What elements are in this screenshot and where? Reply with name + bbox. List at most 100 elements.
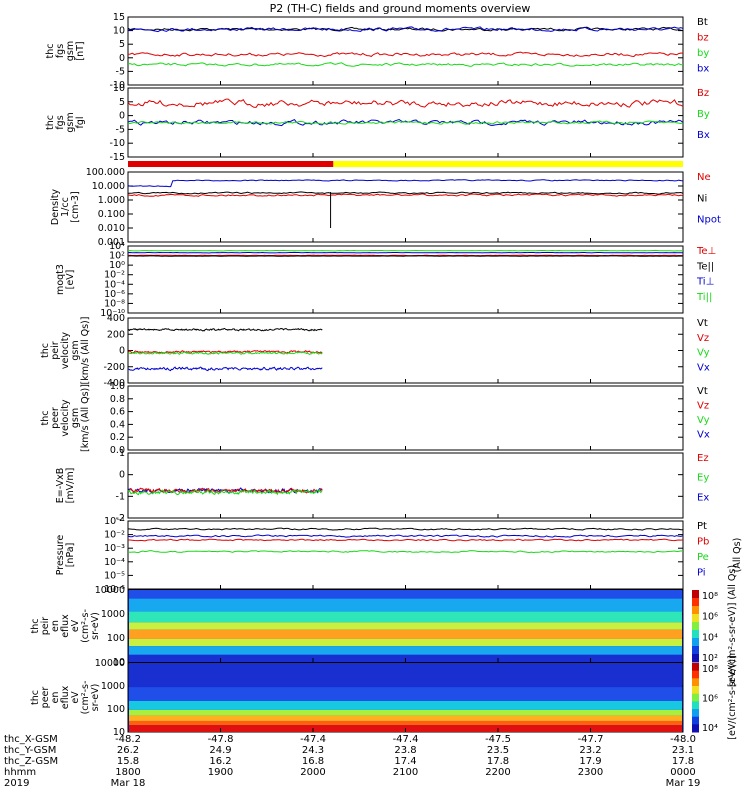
panel-note: (All Qs) [732,538,743,573]
ylabel-line: [nPa] [65,543,76,568]
colorbar: 10⁸ 10⁶ 10⁴ 10² [eV/(cm²-s-sr-eV)] (All Qs) [692,565,738,687]
colorbar-tick: 10² [702,653,718,664]
legend-Bz: Bz [697,88,709,99]
ylabel-line: fgl [75,116,86,128]
xaxis-value: -48.0 [670,734,696,745]
ytick-label: 10 [113,727,125,738]
ylabel-line: E=-VxB [55,468,66,503]
ytick-label: 10⁻² [104,270,125,281]
ylabel-line: gsm [70,340,81,360]
ytick-label: 10⁻⁶ [104,289,125,300]
series-line-Ey [127,489,323,496]
xaxis-value: 23.5 [487,745,509,756]
xaxis-row-label: hhmm [4,767,36,778]
legend-Vz: Vz [697,401,709,412]
ylabel-line: peer [40,687,51,709]
ylabel-line: [mV/m] [65,468,76,504]
spectrogram-band [129,700,682,710]
ylabel-line: en [50,620,61,632]
ytick-label: -2 [116,513,125,524]
xaxis-row-label: thc_X-GSM [4,734,58,745]
colorbar-cell [692,654,699,663]
ytick-label: 1.000 [98,195,125,206]
ytick-label: 10000 [95,585,125,596]
ytick-label: -10 [109,138,125,149]
ylabel-line: (cm²-s- [80,609,91,643]
ylabel-line: velocity [60,399,71,437]
ylabel-line: thc [30,619,41,634]
xaxis-value: 17.8 [487,756,509,767]
ytick-label: 10⁻⁵ [104,570,125,581]
ytick-label: -200 [103,362,125,373]
legend-Vt: Vt [697,386,708,397]
ylabel-line: thc [45,44,56,59]
ylabel-line: thc [40,411,51,426]
series-line-Pt [127,527,683,531]
spectrogram-band [129,598,682,612]
xaxis-value: 17.8 [672,756,694,767]
legend-Bt: Bt [697,17,708,28]
spectrogram-band [129,611,682,623]
ytick-label: 10² [109,251,125,262]
ytick-label: 0 [119,111,125,122]
ytick-label: 1000 [101,681,125,692]
ytick-label: 100.000 [86,167,125,178]
xaxis-value: -47.7 [578,734,604,745]
ytick-label: 0 [119,346,125,357]
panel-frame [127,171,684,243]
colorbar-cell [692,693,699,702]
series-line-Te⊥ [127,254,683,257]
colorbar-cell [692,716,699,725]
panel-7: 1 0 -1 -2 E=-VxB [mV/m] Ez Ey Ex [55,448,709,524]
series-line-Vx [127,366,323,372]
xaxis-value: Mar 18 [111,778,146,789]
ylabel-line: fgs [55,44,66,58]
colorbar-cell [692,686,699,695]
ylabel-line: eflux [60,614,71,638]
spectrogram-band [129,715,682,721]
series-line-Vt [127,327,323,332]
colorbar-label: [eV/(cm²-s-sr-eV)] (All Qs) [727,565,738,687]
ytick-label: 10000 [95,658,125,669]
ylabel-line: 1/cc [60,197,71,217]
ytick-label: -5 [116,66,125,77]
panel-frame [127,317,684,384]
xaxis-value: 23.1 [672,745,694,756]
legend-Vx: Vx [697,430,710,441]
ylabel-line: [cm-3] [70,191,81,222]
legend-Ti⊥: Ti⊥ [696,277,714,288]
ytick-label: 1.0 [110,381,125,392]
panel-plot-area [127,249,684,257]
ytick-label: 100 [107,704,125,715]
colorbar-tick: 10⁶ [702,612,718,623]
ytick-label: 200 [107,329,125,340]
spectrogram-band [129,663,682,688]
series-line-Ez [127,487,323,494]
panel-plot-area [127,487,323,496]
series-line-Vz [127,350,323,354]
ylabel-line: [km/s (All Qs)] [80,384,91,452]
panel-6: 1.0 0.8 0.60.4 0.2 0.0 thc peer velocity gsm [km/… [40,381,710,456]
legend-Vz: Vz [697,333,709,344]
series-line-Ni [127,191,684,195]
legend-By: By [697,109,710,120]
xaxis-value: 24.9 [209,745,231,756]
series-line-Npot [127,179,684,188]
xaxis-value: 1800 [115,767,140,778]
ytick-label: 400 [107,313,125,324]
legend-Pe: Pe [697,552,709,563]
ylabel-line: moqt3 [55,264,66,295]
ylabel-line: peir [50,341,61,360]
colorbar-cell [692,606,699,615]
mode-bar-red [128,161,334,167]
ylabel-line: [nT] [75,41,86,60]
colorbar-tick: 10⁸ [702,664,718,675]
series-line-Pi [127,534,684,538]
ylabel-line: [eV] [65,270,76,290]
series-line-Ti|| [128,249,684,252]
colorbar-tick: 10⁶ [702,694,718,705]
ylabel-line: thc [40,343,51,358]
series-line-Ti⊥ [127,251,683,254]
ytick-label: 0 [119,53,125,64]
ylabel-line: sr-eV) [90,684,101,712]
